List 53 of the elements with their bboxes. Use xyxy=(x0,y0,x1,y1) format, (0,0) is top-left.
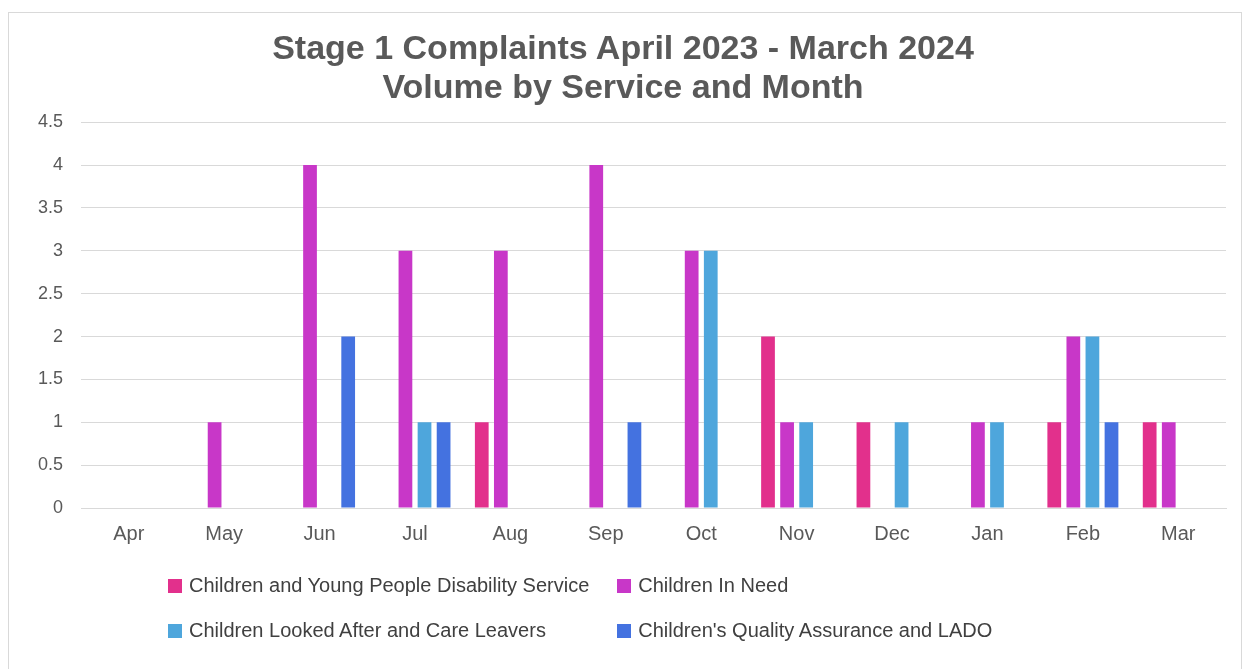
bar xyxy=(684,250,699,508)
bar xyxy=(207,422,222,508)
x-tick-label: Jul xyxy=(402,521,428,544)
y-tick-label: 4.5 xyxy=(37,111,64,132)
bar xyxy=(1066,336,1081,508)
bar xyxy=(436,422,451,508)
bar xyxy=(894,422,909,508)
x-tick-label: Aug xyxy=(492,521,529,544)
bar xyxy=(398,250,413,508)
bar xyxy=(474,422,489,508)
bar xyxy=(971,422,985,508)
x-tick-label: Dec xyxy=(874,521,910,544)
bar xyxy=(627,422,642,508)
bar xyxy=(856,422,871,508)
bar xyxy=(990,422,1004,508)
y-tick-label: 0 xyxy=(53,496,64,517)
y-tick-label: 3 xyxy=(53,239,64,260)
bar xyxy=(761,336,775,508)
bar xyxy=(780,422,794,508)
x-tick-label: Mar xyxy=(1161,521,1196,544)
bar xyxy=(589,165,604,508)
bar xyxy=(1161,422,1176,508)
x-tick-label: Jun xyxy=(303,521,336,544)
y-tick-label: 1.5 xyxy=(37,368,64,389)
y-tick-label: 4 xyxy=(53,154,64,175)
x-tick-label: Apr xyxy=(113,521,145,544)
bar xyxy=(1047,422,1062,508)
bar xyxy=(303,165,317,508)
x-tick-label: Oct xyxy=(685,521,718,544)
x-tick-label: Nov xyxy=(778,521,815,544)
text: Stage 1 Complaints April 2023 - March 2024 xyxy=(272,27,974,66)
bar xyxy=(799,422,814,508)
y-tick-label: 1 xyxy=(53,411,64,432)
bar xyxy=(417,422,432,508)
bar xyxy=(1142,422,1157,508)
y-tick-label: 2 xyxy=(53,325,64,346)
x-tick-label: May xyxy=(205,521,244,544)
x-tick-label: Feb xyxy=(1065,521,1101,544)
bar xyxy=(493,250,508,508)
y-tick-label: 3.5 xyxy=(37,196,64,217)
bar xyxy=(1085,336,1100,508)
bar xyxy=(341,336,356,508)
legend-label: Children and Young People Disability Service xyxy=(189,574,590,597)
y-tick-label: 0.5 xyxy=(37,454,64,475)
bar xyxy=(703,250,718,508)
y-tick-label: 2.5 xyxy=(37,282,64,303)
text: Volume by Service and Month xyxy=(382,67,864,106)
legend-label: Children Looked After and Care Leavers xyxy=(189,619,546,642)
bar xyxy=(1104,422,1119,508)
legend-label: Children In Need xyxy=(638,574,789,597)
x-tick-label: Jan xyxy=(971,521,1004,544)
legend-label: Children's Quality Assurance and LADO xyxy=(638,619,993,642)
x-tick-label: Sep xyxy=(588,521,624,544)
